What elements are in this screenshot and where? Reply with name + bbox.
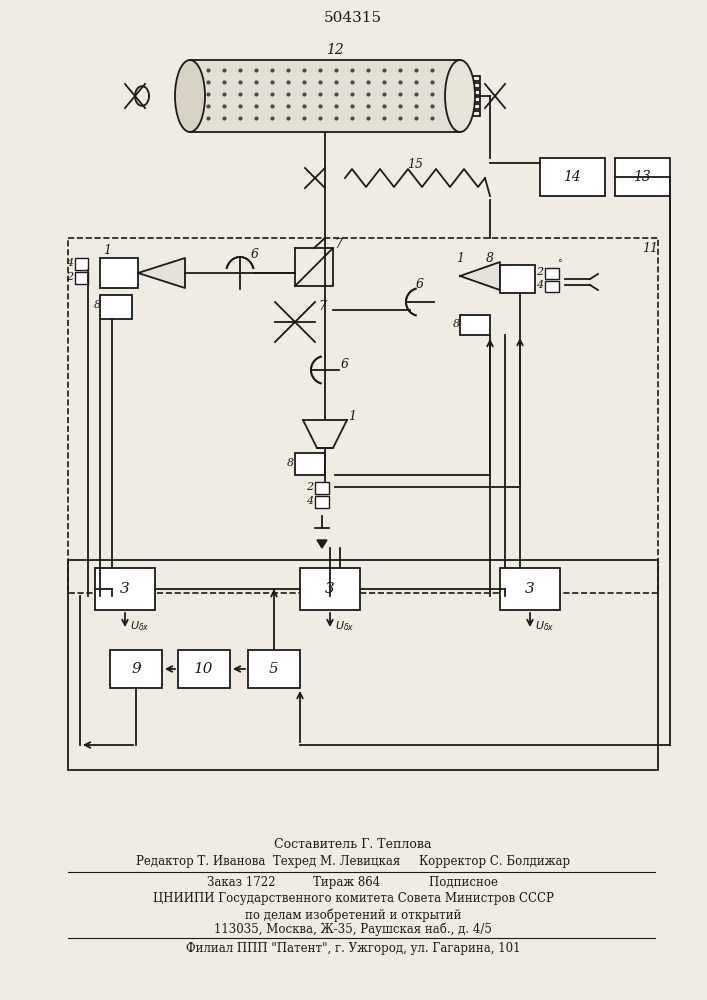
Text: 2: 2	[306, 482, 314, 492]
Text: 7: 7	[318, 300, 326, 314]
Bar	[315, 482, 329, 494]
Text: Редактор Т. Иванова  Техред М. Левицкая     Корректор С. Болдижар: Редактор Т. Иванова Техред М. Левицкая К…	[136, 855, 570, 868]
Bar	[470, 104, 480, 109]
Bar	[300, 568, 360, 610]
Text: 8: 8	[93, 300, 100, 310]
Bar	[470, 111, 480, 116]
Text: 3: 3	[525, 582, 535, 596]
Bar	[68, 560, 658, 770]
Bar	[545, 281, 559, 292]
Text: 15: 15	[407, 157, 423, 170]
Text: 10: 10	[194, 662, 214, 676]
Text: 3: 3	[120, 582, 130, 596]
Text: 6: 6	[251, 248, 259, 261]
Bar	[68, 238, 658, 593]
Text: 8: 8	[452, 319, 460, 329]
Bar	[100, 295, 132, 319]
Text: 14: 14	[563, 170, 581, 184]
Text: 8: 8	[486, 251, 494, 264]
Text: Составитель Г. Теплова: Составитель Г. Теплова	[274, 838, 432, 851]
Polygon shape	[460, 262, 500, 290]
Bar	[540, 158, 605, 196]
Text: 2: 2	[66, 272, 74, 282]
Text: 1: 1	[348, 410, 356, 424]
Text: 6: 6	[341, 359, 349, 371]
Bar	[470, 83, 480, 88]
Bar	[190, 60, 460, 132]
Bar	[545, 268, 559, 279]
Bar	[470, 90, 480, 95]
Text: 11: 11	[642, 241, 658, 254]
Text: ЦНИИПИ Государственного комитета Совета Министров СССР: ЦНИИПИ Государственного комитета Совета …	[153, 892, 554, 905]
Bar	[75, 258, 88, 270]
Text: 1: 1	[456, 251, 464, 264]
Text: 4: 4	[537, 280, 544, 290]
Bar	[470, 76, 480, 81]
Ellipse shape	[445, 60, 475, 132]
Text: по делам изобретений и открытий: по делам изобретений и открытий	[245, 908, 461, 922]
Bar	[248, 650, 300, 688]
Text: Филиал ППП "Патент", г. Ужгород, ул. Гагарина, 101: Филиал ППП "Патент", г. Ужгород, ул. Гаг…	[186, 942, 520, 955]
Bar	[470, 97, 480, 102]
Text: 6: 6	[416, 277, 424, 290]
Text: 113035, Москва, Ж-35, Раушская наб., д. 4/5: 113035, Москва, Ж-35, Раушская наб., д. …	[214, 922, 492, 936]
Bar	[100, 258, 138, 288]
Bar	[178, 650, 230, 688]
Text: 504315: 504315	[324, 11, 382, 25]
Text: 5: 5	[269, 662, 279, 676]
Text: 8: 8	[286, 458, 293, 468]
Bar	[500, 568, 560, 610]
Text: °: °	[558, 259, 562, 268]
Bar	[75, 272, 88, 284]
Text: $U_{\delta x}$: $U_{\delta x}$	[535, 619, 554, 633]
Bar	[110, 650, 162, 688]
Text: 13: 13	[633, 170, 651, 184]
Bar	[95, 568, 155, 610]
Text: $U_{\delta x}$: $U_{\delta x}$	[130, 619, 150, 633]
Bar	[615, 158, 670, 196]
Text: 7: 7	[334, 237, 342, 250]
Bar	[500, 265, 535, 293]
Bar	[295, 453, 325, 475]
Text: 1: 1	[103, 244, 111, 257]
Polygon shape	[317, 540, 327, 548]
Text: $U_{\delta x}$: $U_{\delta x}$	[335, 619, 355, 633]
Text: 4: 4	[306, 496, 314, 506]
Text: 3: 3	[325, 582, 335, 596]
Polygon shape	[138, 258, 185, 288]
Text: 2: 2	[537, 267, 544, 277]
Bar	[460, 315, 490, 335]
Ellipse shape	[175, 60, 205, 132]
Text: 12: 12	[326, 43, 344, 57]
Bar	[315, 496, 329, 508]
Text: 9: 9	[131, 662, 141, 676]
Text: Заказ 1722          Тираж 864             Подписное: Заказ 1722 Тираж 864 Подписное	[207, 876, 498, 889]
Text: 4: 4	[66, 258, 74, 268]
